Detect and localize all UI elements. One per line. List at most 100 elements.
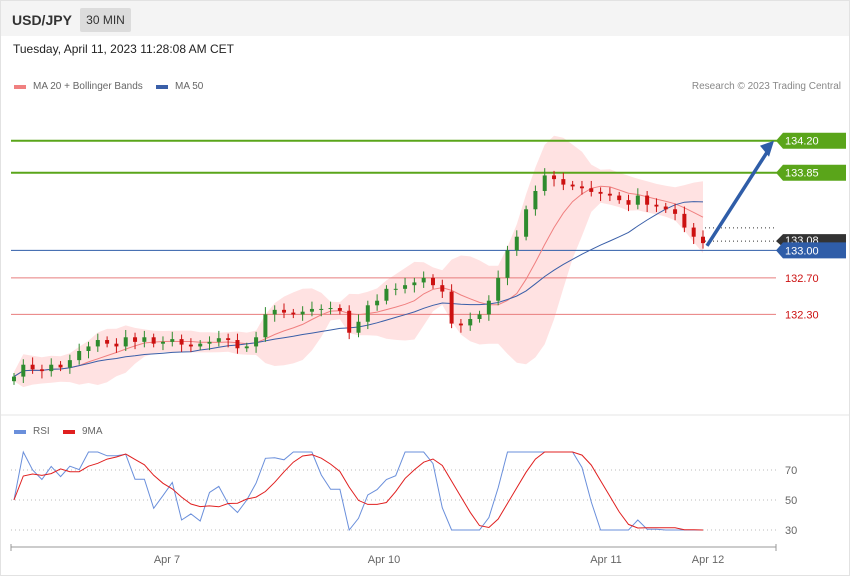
legend-rsi: RSI xyxy=(14,426,50,437)
candle-body xyxy=(505,250,510,278)
legend-ma20: MA 20 + Bollinger Bands xyxy=(14,81,143,92)
level-tag-133.00 xyxy=(776,242,846,259)
bollinger-band-area xyxy=(14,135,703,388)
candle-body xyxy=(244,346,249,349)
level-label-132.30: 132.30 xyxy=(785,309,819,321)
projection-arrow-head xyxy=(760,140,774,157)
candle-body xyxy=(654,204,659,207)
candle-body xyxy=(123,337,128,347)
rsi-tick-70: 70 xyxy=(785,465,797,477)
projection-arrow xyxy=(705,140,774,247)
candle-body xyxy=(412,282,417,286)
candle-body xyxy=(524,209,529,237)
ma20-swatch xyxy=(14,84,26,89)
candle-body xyxy=(542,175,547,191)
timeframe-button[interactable]: 30 MIN xyxy=(80,8,131,32)
bollinger-band xyxy=(14,135,703,388)
candle-body xyxy=(468,319,473,326)
candle-body xyxy=(617,195,622,201)
rsi-ma-swatch xyxy=(63,429,75,434)
legend-rsi-ma: 9MA xyxy=(63,426,103,437)
candle-body xyxy=(477,314,482,319)
candle-body xyxy=(133,337,138,342)
level-tag-133.85 xyxy=(776,164,846,181)
x-axis: Apr 7 Apr 10 Apr 11 Apr 12 xyxy=(10,544,777,566)
candle-body xyxy=(207,341,212,344)
chart-header: USD/JPY 30 MIN xyxy=(1,1,849,36)
x-tick-label: Apr 11 xyxy=(590,554,622,566)
level-label-133.85: 133.85 xyxy=(785,168,819,180)
ma20-label: MA 20 + Bollinger Bands xyxy=(33,81,143,92)
candle-body xyxy=(226,338,231,341)
candle-body xyxy=(300,311,305,315)
candle-body xyxy=(440,285,445,292)
candle-body xyxy=(403,285,408,289)
candle-body xyxy=(365,305,370,322)
candle-body xyxy=(328,308,333,310)
candle-body xyxy=(216,338,221,342)
candle-body xyxy=(77,351,82,361)
candle-body xyxy=(347,310,352,333)
candle-body xyxy=(635,195,640,205)
rsi-swatch xyxy=(14,429,26,434)
candle-body xyxy=(263,314,268,338)
candle-body xyxy=(561,179,566,185)
candle-body xyxy=(393,288,398,290)
copyright-label: Research © 2023 Trading Central xyxy=(691,81,841,92)
candle-body xyxy=(337,308,342,311)
candle-body xyxy=(598,191,603,194)
candle-body xyxy=(552,175,557,180)
candle-body xyxy=(682,213,687,228)
candle-body xyxy=(95,340,100,347)
rsi-ma-label: 9MA xyxy=(82,426,103,437)
candle-body xyxy=(449,291,454,324)
candle-body xyxy=(235,340,240,349)
candle-body xyxy=(198,343,203,347)
candle-body xyxy=(151,337,156,344)
candle-body xyxy=(12,376,16,382)
level-tag-134.20 xyxy=(776,132,846,149)
candle-body xyxy=(570,184,575,187)
candle-body xyxy=(375,300,380,306)
candle-body xyxy=(254,337,259,347)
rsi-panel: 30 50 70 xyxy=(11,450,797,537)
level-label-133.00: 133.00 xyxy=(785,245,819,257)
candle-body xyxy=(458,323,463,326)
candle-body xyxy=(49,364,54,372)
candle-body xyxy=(39,369,44,372)
symbol-label: USD/JPY xyxy=(12,12,72,28)
candle-body xyxy=(272,309,277,315)
candle-body xyxy=(663,206,668,210)
timestamp: Tuesday, April 11, 2023 11:28:08 AM CET xyxy=(13,42,235,56)
candle-body xyxy=(514,236,519,251)
candle-body xyxy=(421,277,426,283)
x-tick-label: Apr 10 xyxy=(368,554,400,566)
candle-body xyxy=(626,200,631,205)
candle-body xyxy=(86,346,91,351)
rsi-tick-50: 50 xyxy=(785,495,797,507)
candle-body xyxy=(309,308,314,312)
level-label-132.70: 132.70 xyxy=(785,273,819,285)
candlesticks xyxy=(12,168,705,385)
candle-body xyxy=(496,277,501,301)
rsi-line xyxy=(13,450,703,532)
candle-body xyxy=(170,339,175,342)
rsi-label: RSI xyxy=(33,426,50,437)
ma50-swatch xyxy=(156,84,168,89)
rsi-tick-30: 30 xyxy=(785,525,797,537)
candle-body xyxy=(701,236,705,244)
candle-body xyxy=(160,341,165,344)
rsi-ma-line xyxy=(13,451,704,531)
candle-body xyxy=(105,340,110,344)
x-tick-label: Apr 12 xyxy=(692,554,724,566)
level-label-134.20: 134.20 xyxy=(785,136,819,148)
ma50-label: MA 50 xyxy=(175,81,204,92)
candle-body xyxy=(356,321,361,333)
candle-body xyxy=(579,186,584,189)
candle-body xyxy=(430,277,435,286)
candle-body xyxy=(179,339,184,345)
candle-body xyxy=(21,364,26,377)
candle-body xyxy=(67,360,72,368)
